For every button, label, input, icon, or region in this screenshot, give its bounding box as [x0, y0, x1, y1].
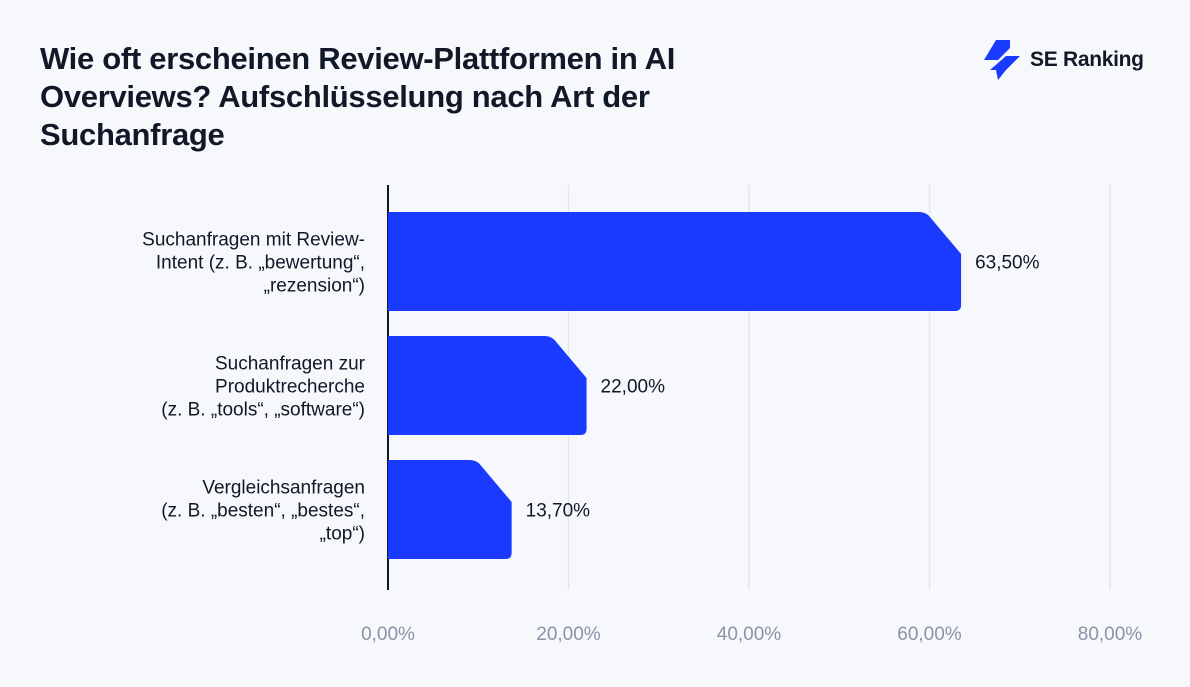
x-tick-label: 0,00% — [361, 624, 415, 645]
bar — [388, 336, 587, 435]
se-ranking-bolt-icon — [984, 40, 1020, 80]
x-tick-label: 40,00% — [717, 624, 782, 645]
category-label: Suchanfragen mit Review- — [142, 230, 365, 251]
value-label: 22,00% — [601, 377, 666, 398]
x-tick-label: 20,00% — [536, 624, 601, 645]
x-tick-label: 60,00% — [897, 624, 962, 645]
category-label: „top“) — [320, 524, 365, 545]
logo: SE Ranking — [984, 40, 1144, 80]
category-label: (z. B. „tools“, „software“) — [161, 400, 365, 421]
bar — [388, 460, 512, 559]
chart-title: Wie oft erscheinen Review-Plattformen in… — [40, 41, 676, 152]
x-tick-label: 80,00% — [1078, 624, 1143, 645]
bar — [388, 212, 962, 311]
category-label: Suchanfragen zur — [215, 354, 366, 375]
category-label: Vergleichsanfragen — [202, 478, 365, 499]
category-label: (z. B. „besten“, „bestes“, — [161, 501, 365, 522]
logo-text: SE Ranking — [1030, 48, 1144, 71]
category-label: „rezension“) — [264, 276, 365, 297]
value-label: 13,70% — [526, 501, 591, 522]
category-label: Intent (z. B. „bewertung“, — [156, 253, 365, 274]
value-label: 63,50% — [975, 253, 1040, 274]
category-label: Produktrecherche — [215, 377, 365, 398]
